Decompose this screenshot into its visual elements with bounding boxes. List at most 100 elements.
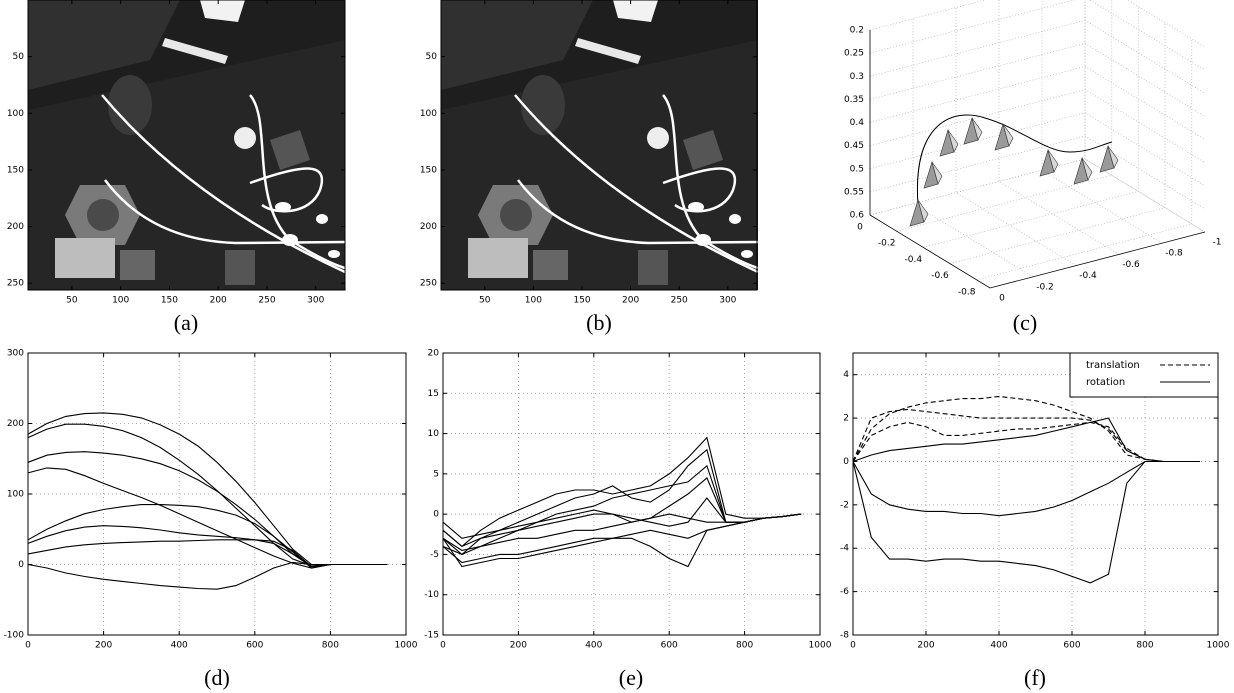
trajectory bbox=[101, 94, 345, 274]
series-line bbox=[27, 412, 388, 566]
y-tick-label: 0 bbox=[18, 560, 24, 570]
x-tick-label: 800 bbox=[1136, 641, 1153, 651]
x-tick-label: 400 bbox=[585, 641, 602, 651]
z-tick-label: 0.4 bbox=[850, 118, 865, 128]
grid-line bbox=[1041, 0, 1163, 244]
grid-line bbox=[869, 89, 1206, 163]
grid-line bbox=[869, 42, 1206, 117]
caption: (a) bbox=[174, 310, 198, 335]
x-tick-label: -0.6 bbox=[931, 271, 949, 281]
series-line bbox=[852, 421, 1200, 463]
x-tick-label: 100 bbox=[525, 296, 542, 306]
x-tick-label: -0.2 bbox=[878, 239, 896, 249]
caption: (e) bbox=[619, 665, 643, 690]
x-tick-label: 300 bbox=[719, 296, 736, 306]
camera-side bbox=[1107, 145, 1119, 169]
bright-patch bbox=[200, 0, 245, 22]
y-tick-label: 300 bbox=[7, 349, 24, 359]
y-tick-label: -8 bbox=[840, 631, 849, 641]
y-tick-label: -100 bbox=[4, 631, 25, 641]
camera-path bbox=[909, 114, 1119, 227]
cube bbox=[270, 130, 310, 170]
x-tick-label: 100 bbox=[112, 296, 129, 306]
x-tick-label: 600 bbox=[246, 641, 263, 651]
legend-text: translation bbox=[1086, 360, 1140, 371]
y-tick-label: 150 bbox=[420, 165, 437, 175]
grid-line bbox=[998, 0, 1120, 255]
x-tick-label: 200 bbox=[510, 641, 527, 651]
x-tick-label: 600 bbox=[661, 641, 678, 651]
y-tick-label: -0.4 bbox=[1079, 271, 1097, 281]
x-tick-label: 1000 bbox=[809, 641, 832, 651]
y-tick-label: 200 bbox=[7, 419, 24, 429]
x-tick-label: 150 bbox=[573, 296, 590, 306]
y-tick-label: -0.8 bbox=[1165, 249, 1183, 259]
grid-line bbox=[912, 18, 1034, 278]
y-tick-label: -4 bbox=[840, 544, 849, 554]
axes-frame bbox=[852, 352, 1219, 636]
y-tick-label: 200 bbox=[7, 222, 24, 232]
z-tick-label: 0.35 bbox=[844, 95, 864, 105]
y-tick-label: 100 bbox=[420, 109, 437, 119]
x-tick-label: -0.4 bbox=[905, 255, 923, 265]
y-tick-label: 250 bbox=[420, 279, 437, 289]
camera-side bbox=[931, 161, 943, 185]
legend-text: rotation bbox=[1086, 377, 1125, 388]
x-tick-label: 300 bbox=[307, 296, 324, 306]
y-tick-label: -6 bbox=[840, 587, 849, 597]
x-tick-label: 200 bbox=[210, 296, 227, 306]
x-tick-label: 400 bbox=[171, 641, 188, 651]
ball bbox=[234, 127, 256, 149]
grid-line bbox=[949, 22, 1166, 265]
z-tick-label: 0.2 bbox=[850, 26, 864, 36]
y-tick-label: 15 bbox=[428, 389, 439, 399]
z-tick-label: 0.25 bbox=[844, 49, 864, 59]
y-tick-label: 100 bbox=[7, 109, 24, 119]
y-tick-label: -0.2 bbox=[1036, 282, 1054, 292]
x-tick-label: 0 bbox=[850, 641, 856, 651]
series-line bbox=[27, 539, 388, 568]
feature bbox=[282, 234, 298, 246]
camera-side bbox=[1081, 157, 1093, 181]
x-tick-label: 150 bbox=[161, 296, 178, 306]
series-line bbox=[442, 513, 802, 551]
grid-line bbox=[869, 66, 1206, 140]
grid-line bbox=[869, 0, 1086, 216]
grid-line bbox=[896, 0, 1113, 232]
x-tick-label: 50 bbox=[66, 296, 78, 306]
axis-line bbox=[869, 30, 1206, 289]
series-line bbox=[852, 460, 1200, 517]
grid-line bbox=[869, 30, 991, 289]
series-line bbox=[27, 525, 388, 568]
y-tick-label: -1 bbox=[1213, 238, 1222, 248]
z-tick-label: 0.55 bbox=[844, 187, 864, 197]
y-tick-label: 100 bbox=[7, 490, 24, 500]
x-tick-label: 250 bbox=[671, 296, 688, 306]
x-tick-label: 800 bbox=[736, 641, 753, 651]
x-tick-label: 1000 bbox=[395, 641, 418, 651]
x-tick-label: 50 bbox=[479, 296, 491, 306]
caption: (b) bbox=[586, 310, 612, 335]
series-line bbox=[27, 504, 388, 569]
axes-frame bbox=[27, 352, 407, 636]
trajectory bbox=[916, 114, 1113, 206]
x-tick-label: 600 bbox=[1063, 641, 1080, 651]
x-tick-label: -0.8 bbox=[958, 287, 976, 297]
y-tick-label: 200 bbox=[420, 222, 437, 232]
z-tick-label: 0.3 bbox=[850, 72, 864, 82]
series-line bbox=[442, 464, 802, 555]
block bbox=[28, 0, 180, 90]
z-tick-label: 0.6 bbox=[850, 211, 865, 221]
y-tick-label: 0 bbox=[433, 510, 439, 520]
block-dark bbox=[225, 250, 255, 285]
y-tick-label: -0.6 bbox=[1122, 260, 1140, 270]
series-line bbox=[852, 395, 1200, 463]
y-tick-label: 2 bbox=[843, 414, 849, 424]
y-tick-label: 5 bbox=[433, 469, 439, 479]
y-tick-label: 0 bbox=[999, 294, 1005, 304]
feature bbox=[275, 202, 291, 212]
camera-side bbox=[947, 129, 959, 153]
grid-line bbox=[869, 135, 1206, 210]
